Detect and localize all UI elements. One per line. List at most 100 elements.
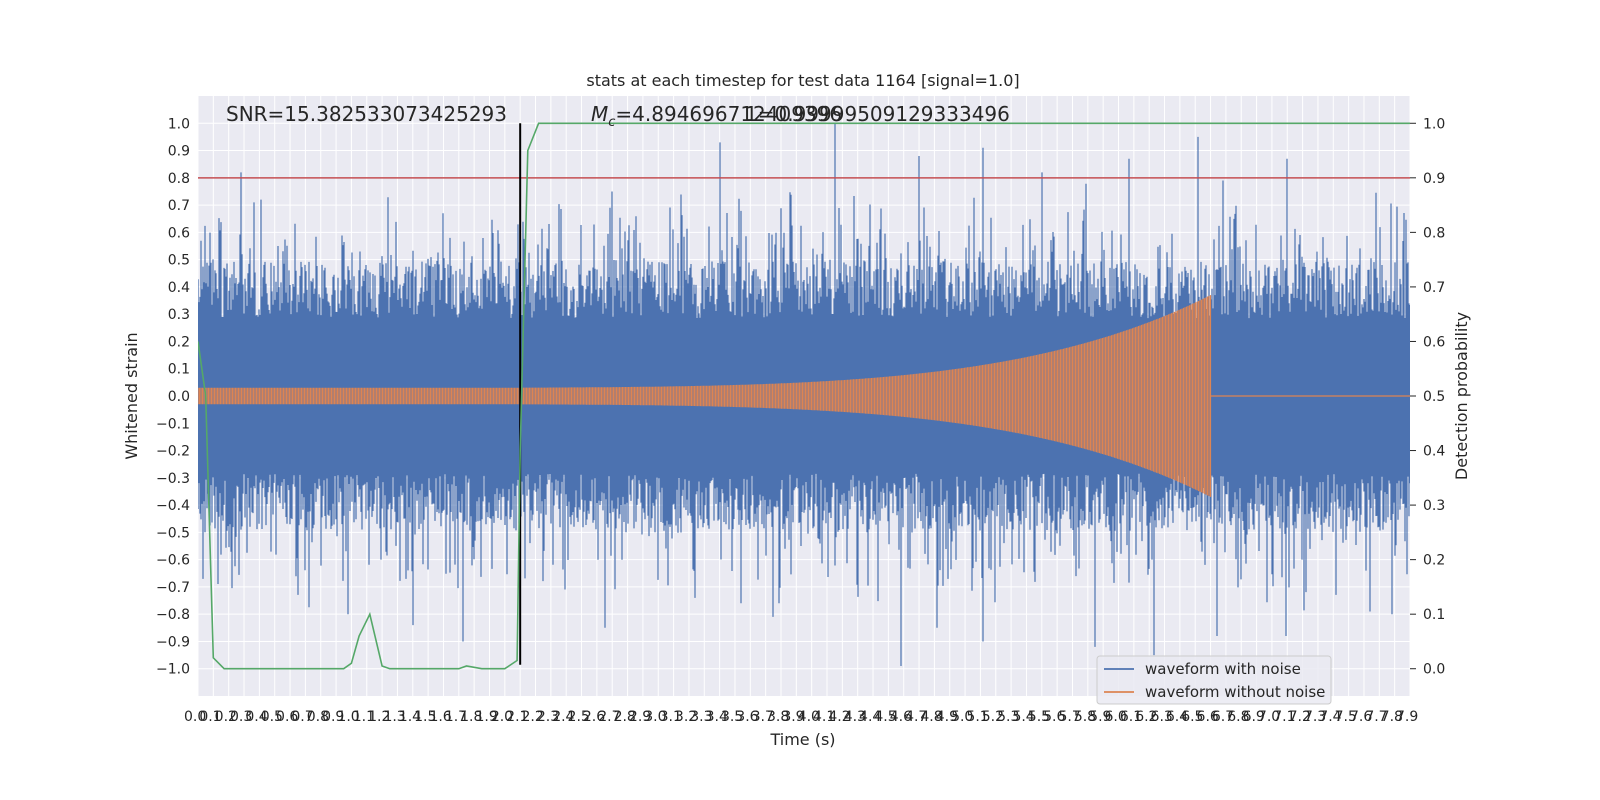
x-tick-label: 1.2 — [368, 709, 390, 725]
x-tick-label: 2.0 — [491, 709, 513, 725]
y-tick-label: 0.7 — [168, 198, 190, 214]
x-tick-label: 1.1 — [353, 709, 375, 725]
x-tick-label: 3.0 — [644, 709, 666, 725]
x-tick-label: 7.2 — [1289, 709, 1311, 725]
x-tick-label: 2.1 — [506, 709, 528, 725]
x-tick-label: 5.4 — [1012, 709, 1034, 725]
y-tick-label: 0.0 — [168, 389, 190, 405]
x-tick-label: 0.2 — [215, 709, 237, 725]
x-tick-label: 3.9 — [782, 709, 804, 725]
x-tick-label: 2.3 — [537, 709, 559, 725]
overlap-annotation: 1=0.99999509129333496 — [745, 102, 1010, 126]
x-tick-label: 5.1 — [966, 709, 988, 725]
y2-tick-label: 0.6 — [1423, 334, 1445, 350]
x-axis-label: Time (s) — [769, 730, 835, 749]
x-tick-label: 7.5 — [1335, 709, 1357, 725]
y-tick-label: 0.6 — [168, 225, 190, 241]
x-tick-label: 3.3 — [690, 709, 712, 725]
x-tick-label: 1.6 — [429, 709, 451, 725]
x-tick-label: 5.0 — [951, 709, 973, 725]
x-tick-label: 4.8 — [920, 709, 942, 725]
x-tick-label: 6.4 — [1166, 709, 1188, 725]
y2-tick-label: 0.5 — [1423, 389, 1445, 405]
y-tick-label: −0.8 — [156, 607, 190, 623]
chirp-mass-subscript: c — [608, 115, 615, 130]
x-tick-label: 6.2 — [1135, 709, 1157, 725]
series-detection-probability — [198, 122, 1410, 670]
chirp-mass-symbol: M — [591, 102, 608, 126]
x-tick-label: 0.3 — [230, 709, 252, 725]
x-tick-label: 6.7 — [1212, 709, 1234, 725]
x-tick-label: 4.3 — [844, 709, 866, 725]
snr-annotation: SNR=15.382533073425293 — [226, 102, 507, 126]
x-tick-label: 4.5 — [874, 709, 896, 725]
y2-tick-label: 0.2 — [1423, 553, 1445, 569]
x-tick-label: 0.4 — [245, 709, 267, 725]
x-tick-label: 7.7 — [1365, 709, 1387, 725]
legend-box — [1096, 655, 1332, 705]
legend: waveform with noise waveform without noi… — [1096, 655, 1332, 705]
x-tick-label: 7.6 — [1350, 709, 1372, 725]
x-tick-label: 7.1 — [1273, 709, 1295, 725]
y-tick-label: 0.1 — [168, 362, 190, 378]
x-tick-label: 7.9 — [1396, 709, 1418, 725]
x-tick-label: 6.1 — [1120, 709, 1142, 725]
x-tick-label: 0.1 — [199, 709, 221, 725]
x-tick-label: 0.6 — [276, 709, 298, 725]
x-tick-label: 3.4 — [706, 709, 728, 725]
series-waveform-without-noise — [198, 295, 1410, 497]
x-tick-label: 2.5 — [568, 709, 590, 725]
y-tick-label: 0.2 — [168, 334, 190, 350]
x-tick-label: 0.8 — [307, 709, 329, 725]
x-tick-label: 0.9 — [322, 709, 344, 725]
x-tick-label: 6.6 — [1197, 709, 1219, 725]
y-tick-label: 1.0 — [168, 116, 190, 132]
x-tick-label: 1.5 — [414, 709, 436, 725]
x-tick-label: 5.5 — [1028, 709, 1050, 725]
x-tick-label: 5.9 — [1089, 709, 1111, 725]
x-tick-label: 4.9 — [936, 709, 958, 725]
x-tick-label: 4.6 — [890, 709, 912, 725]
x-tick-label: 3.6 — [736, 709, 758, 725]
x-tick-label: 1.0 — [337, 709, 359, 725]
x-tick-label: 7.3 — [1304, 709, 1326, 725]
chirp-mass-annotation: Mc=4.894696712409396 — [591, 102, 842, 130]
legend-label-waveform-with-noise: waveform with noise — [1145, 660, 1301, 678]
x-tick-label: 7.0 — [1258, 709, 1280, 725]
x-tick-label: 6.0 — [1105, 709, 1127, 725]
x-tick-label: 6.8 — [1227, 709, 1249, 725]
x-tick-label: 7.8 — [1381, 709, 1403, 725]
y2-tick-label: 0.7 — [1423, 280, 1445, 296]
x-tick-label: 3.7 — [752, 709, 774, 725]
y-tick-label: 0.8 — [168, 171, 190, 187]
legend-label-waveform-without-noise: waveform without noise — [1145, 683, 1325, 701]
x-axis-ticks: 0.00.10.20.30.40.50.60.70.80.91.01.11.21… — [184, 709, 1418, 725]
y2-tick-label: 0.9 — [1423, 171, 1445, 187]
y-tick-label: −0.2 — [156, 444, 190, 460]
y-tick-label: 0.9 — [168, 144, 190, 160]
x-tick-label: 0.7 — [291, 709, 313, 725]
y-tick-label: 0.3 — [168, 307, 190, 323]
x-tick-label: 6.5 — [1181, 709, 1203, 725]
chirp-mass-value: =4.894696712409396 — [615, 102, 842, 126]
x-tick-label: 2.6 — [583, 709, 605, 725]
x-tick-label: 4.1 — [813, 709, 835, 725]
right-axis-ticks: 0.0 0.1 0.2 0.3 0.4 0.5 0.6 0.7 0.8 0.9 1.0 — [1410, 116, 1445, 678]
left-axis-ticks: −1.0 −0.9 −0.8 −0.7 −0.6 −0.5 −0.4 −0.3 −0.2 −0.1… — [156, 116, 190, 677]
x-tick-label: 4.0 — [798, 709, 820, 725]
y2-axis-label: Detection probability — [1452, 312, 1471, 480]
x-tick-label: 1.8 — [460, 709, 482, 725]
x-tick-label: 3.5 — [721, 709, 743, 725]
x-tick-label: 1.7 — [445, 709, 467, 725]
y-axis-label: Whitened strain — [122, 332, 141, 459]
x-tick-label: 3.2 — [675, 709, 697, 725]
x-tick-label: 2.8 — [614, 709, 636, 725]
y2-tick-label: 1.0 — [1423, 116, 1445, 132]
y-tick-label: −1.0 — [156, 662, 190, 678]
x-tick-label: 3.1 — [660, 709, 682, 725]
y2-tick-label: 0.8 — [1423, 225, 1445, 241]
x-tick-label: 4.2 — [828, 709, 850, 725]
x-tick-label: 2.2 — [522, 709, 544, 725]
x-tick-label: 1.3 — [383, 709, 405, 725]
